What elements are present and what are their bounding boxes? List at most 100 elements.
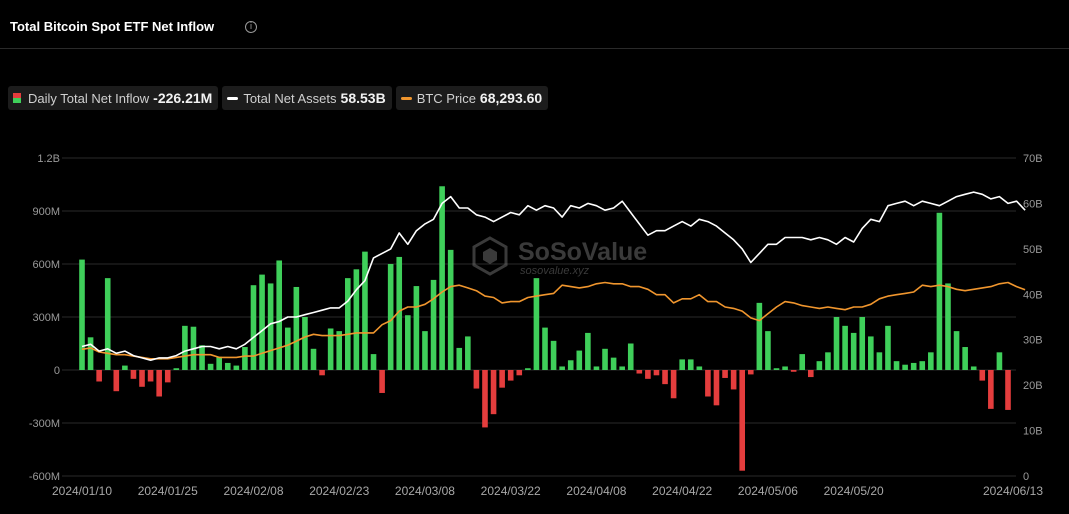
inflow-bar bbox=[962, 347, 968, 370]
inflow-bar bbox=[122, 365, 128, 370]
info-icon[interactable]: i bbox=[245, 21, 257, 33]
inflow-bar bbox=[379, 370, 385, 393]
inflow-bar bbox=[87, 337, 94, 370]
inflow-bar bbox=[859, 317, 866, 370]
inflow-bar bbox=[353, 269, 360, 370]
inflow-bar bbox=[387, 264, 394, 370]
inflow-bar bbox=[722, 370, 728, 378]
inflow-bar bbox=[482, 370, 488, 428]
inflow-bar bbox=[602, 348, 608, 370]
x-tick-label: 2024/05/20 bbox=[824, 484, 884, 498]
inflow-bar bbox=[164, 370, 171, 383]
inflow-bar bbox=[370, 354, 377, 370]
legend-item-inflow[interactable]: Daily Total Net Inflow -226.21M bbox=[8, 86, 219, 110]
inflow-bar bbox=[79, 259, 85, 370]
inflow-bar bbox=[807, 370, 814, 378]
inflow-bar bbox=[216, 356, 222, 370]
inflow-bar bbox=[139, 370, 145, 387]
inflow-bar bbox=[662, 370, 668, 385]
inflow-bar bbox=[422, 331, 428, 370]
inflow-bar bbox=[447, 249, 454, 370]
inflow-bar bbox=[396, 256, 403, 370]
inflow-bar bbox=[945, 283, 951, 370]
inflow-bar bbox=[405, 315, 411, 370]
x-tick-label: 2024/02/23 bbox=[309, 484, 369, 498]
y-right-tick-label: 70B bbox=[1023, 153, 1043, 165]
inflow-bar bbox=[96, 370, 102, 382]
x-tick-label: 2024/01/25 bbox=[138, 484, 198, 498]
btc-price-line bbox=[81, 281, 1026, 360]
inflow-bar bbox=[542, 327, 548, 370]
inflow-bar bbox=[825, 352, 831, 370]
y-right-tick-label: 20B bbox=[1023, 380, 1043, 392]
inflow-bar bbox=[336, 331, 343, 370]
total-net-assets-line bbox=[81, 191, 1026, 361]
inflow-bar bbox=[516, 370, 523, 376]
inflow-bar bbox=[653, 370, 660, 376]
y-right-tick-label: 30B bbox=[1023, 335, 1043, 347]
legend-item-assets[interactable]: Total Net Assets 58.53B bbox=[222, 86, 392, 110]
inflow-bar bbox=[310, 348, 317, 370]
inflow-bar bbox=[868, 336, 874, 370]
orange-line-swatch-icon bbox=[400, 96, 412, 100]
inflow-bar bbox=[242, 347, 248, 370]
inflow-bar bbox=[362, 251, 368, 370]
legend-assets-label: Total Net Assets bbox=[243, 90, 337, 106]
y-left-tick-label: 600M bbox=[32, 259, 60, 271]
inflow-bar bbox=[919, 361, 926, 370]
inflow-bar bbox=[893, 361, 900, 370]
white-line-swatch-icon bbox=[227, 96, 239, 100]
inflow-bar bbox=[559, 366, 565, 370]
x-tick-label: 2024/03/22 bbox=[481, 484, 541, 498]
legend-inflow-label: Daily Total Net Inflow bbox=[28, 90, 150, 106]
chart-title: Total Bitcoin Spot ETF Net Inflow bbox=[10, 19, 215, 34]
inflow-bar bbox=[130, 370, 137, 379]
inflow-bar bbox=[902, 364, 908, 370]
inflow-bar bbox=[705, 370, 711, 397]
y-right-tick-label: 60B bbox=[1023, 198, 1043, 210]
inflow-bar bbox=[465, 336, 471, 370]
inflow-bar bbox=[147, 370, 154, 382]
legend: Daily Total Net Inflow -226.21M Total Ne… bbox=[8, 86, 549, 110]
legend-btc-label: BTC Price bbox=[416, 90, 476, 106]
inflow-bar bbox=[773, 368, 780, 370]
inflow-bar bbox=[765, 331, 771, 370]
inflow-bar bbox=[113, 370, 120, 392]
legend-assets-value: 58.53B bbox=[340, 90, 386, 106]
inflow-bar bbox=[953, 331, 960, 370]
inflow-bar bbox=[284, 327, 291, 370]
legend-btc-value: 68,293.60 bbox=[479, 90, 543, 106]
grid-layer bbox=[62, 157, 1016, 477]
inflow-bar bbox=[250, 285, 257, 370]
inflow-bar bbox=[293, 286, 300, 370]
inflow-bar bbox=[842, 325, 848, 370]
inflow-bar bbox=[576, 350, 583, 370]
y-left-tick-label: -300M bbox=[29, 418, 60, 430]
inflow-bar bbox=[344, 278, 351, 370]
watermark-brand: SoSoValue bbox=[518, 238, 647, 266]
inflow-bar bbox=[199, 345, 205, 370]
x-tick-label: 2024/04/22 bbox=[652, 484, 712, 498]
inflow-bar bbox=[790, 370, 797, 372]
inflow-bar bbox=[739, 370, 746, 471]
y-left-tick-label: 900M bbox=[32, 206, 60, 218]
inflow-bar bbox=[302, 317, 308, 370]
inflow-bar bbox=[550, 340, 557, 370]
inflow-bar bbox=[327, 328, 334, 370]
legend-item-btc[interactable]: BTC Price 68,293.60 bbox=[395, 86, 549, 110]
inflow-bar bbox=[756, 302, 763, 370]
inflow-bar bbox=[585, 332, 591, 370]
inflow-bar bbox=[910, 362, 917, 370]
inflow-bar bbox=[610, 357, 617, 370]
inflow-bar bbox=[833, 317, 840, 370]
inflow-bar bbox=[104, 278, 111, 370]
inflow-bar bbox=[619, 366, 625, 370]
legend-inflow-value: -226.21M bbox=[153, 90, 213, 106]
y-left-tick-label: 0 bbox=[54, 365, 60, 377]
inflow-bar bbox=[456, 347, 463, 370]
inflow-bar bbox=[224, 362, 231, 370]
inflow-bar bbox=[439, 186, 445, 370]
lines-layer bbox=[81, 191, 1026, 361]
y-right-tick-label: 0 bbox=[1023, 471, 1029, 483]
